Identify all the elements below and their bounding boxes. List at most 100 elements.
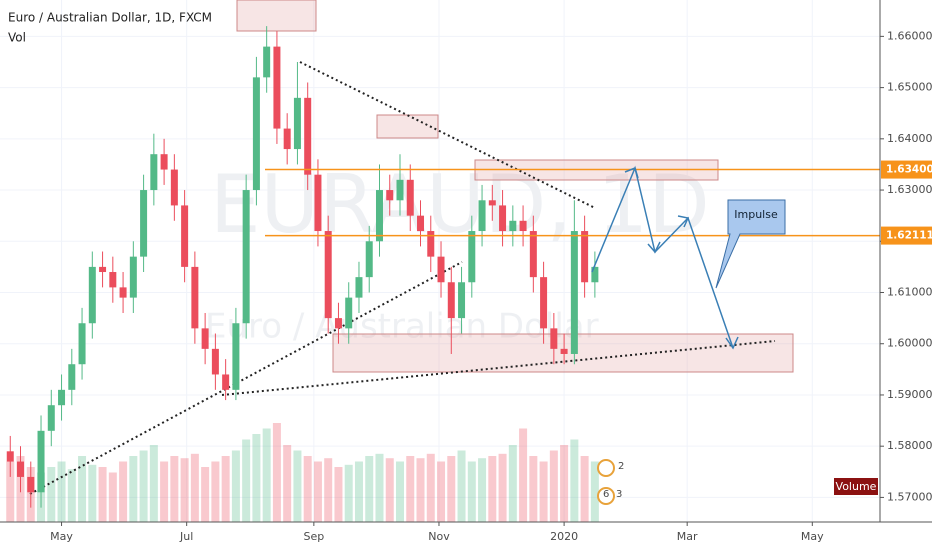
candle-body	[252, 77, 260, 191]
arrowhead	[725, 336, 739, 350]
volume-badge	[834, 478, 878, 495]
candle-body	[211, 348, 219, 375]
candle-body	[519, 220, 527, 232]
candle-body	[129, 256, 137, 298]
drawings	[236, 0, 794, 373]
candle-body	[78, 323, 86, 365]
volume-bar	[549, 450, 558, 522]
volume-bar	[488, 456, 497, 522]
level-badge	[881, 160, 932, 179]
candle-body	[263, 46, 271, 78]
levels	[265, 168, 880, 237]
y-tick-label: 1.64000	[887, 132, 932, 145]
volume-bar	[365, 456, 374, 522]
chart-subtitle: Vol	[8, 31, 26, 45]
volume-bar	[590, 461, 599, 522]
candle-body	[324, 231, 332, 319]
y-tick-label: 1.60000	[887, 337, 932, 350]
volume-bar	[78, 456, 87, 522]
watermark-subtitle: Euro / Australian Dollar	[205, 307, 599, 347]
y-tick-label: 1.57000	[887, 490, 932, 503]
event-icon	[597, 459, 615, 477]
candle-body	[509, 220, 517, 232]
volume-bar	[375, 453, 384, 522]
volume-badge-text: Volume	[836, 480, 877, 493]
candle-body	[191, 266, 199, 329]
candle-body	[529, 231, 537, 278]
trendlines	[29, 61, 776, 495]
candle-body	[314, 174, 322, 232]
candle-body	[468, 231, 476, 283]
candle-body	[160, 154, 168, 170]
candle-body	[447, 282, 455, 319]
candle-body	[17, 461, 25, 477]
volume-bar	[478, 458, 487, 522]
volume-bar	[334, 467, 343, 522]
volume-bar	[272, 423, 281, 522]
callout	[715, 199, 786, 289]
volume-bar	[293, 450, 302, 522]
level-label: 1.63400	[886, 164, 932, 176]
candle-body	[119, 287, 127, 298]
candle-body	[570, 231, 578, 354]
candle-body	[406, 179, 414, 216]
y-tick-label: 1.65000	[887, 81, 932, 94]
volume-bar	[560, 445, 569, 522]
candle-body	[68, 364, 76, 390]
volume-bar	[211, 461, 220, 522]
candle-body	[488, 200, 496, 206]
volume-bar	[201, 467, 210, 522]
level-badge	[881, 226, 932, 245]
candle-body	[396, 179, 404, 201]
candle-body	[181, 205, 189, 267]
y-tick-label: 1.58000	[887, 439, 932, 452]
volume-bar	[385, 458, 394, 522]
x-tick-label: Mar	[677, 530, 698, 543]
volume-bar	[221, 456, 230, 522]
volume-bar	[160, 461, 169, 522]
candle-body	[222, 374, 230, 390]
volume-bar	[508, 445, 517, 522]
candle-body	[345, 297, 353, 329]
chart-title: Euro / Australian Dollar, 1D, FXCM	[8, 11, 212, 25]
volume-bar	[519, 428, 528, 522]
volume-bar	[57, 461, 66, 522]
arrowhead	[624, 166, 639, 179]
candle-body	[550, 328, 558, 349]
x-tick-label: May	[801, 530, 824, 543]
x-tick-label: Sep	[303, 530, 324, 543]
candle-body	[581, 231, 589, 283]
volume-bar	[47, 467, 56, 522]
candle-body	[499, 205, 507, 232]
candle-body	[6, 451, 14, 462]
volume-bar	[303, 456, 312, 522]
candle-body	[140, 190, 148, 257]
volume-bar	[139, 450, 148, 522]
event-icon	[597, 487, 615, 505]
candle-body	[232, 323, 240, 390]
candle-body	[458, 282, 466, 319]
x-tick-label: 2020	[550, 530, 578, 543]
callout-text: Impulse	[734, 208, 778, 221]
volume-bar	[313, 461, 322, 522]
candle-body	[47, 405, 55, 431]
level-label: 1.62111	[886, 230, 932, 242]
volume-bar	[67, 469, 76, 522]
volume-bar	[580, 456, 589, 522]
volume-bar	[447, 456, 456, 522]
events: 2 6 3	[597, 459, 624, 505]
x-tick-label: May	[50, 530, 73, 543]
volume-bar	[396, 461, 404, 522]
axes: 1.570001.580001.590001.600001.610001.620…	[50, 29, 932, 543]
volume-bar	[354, 461, 363, 522]
event-label: 6	[603, 489, 609, 500]
candle-body	[27, 476, 35, 493]
candle-body	[293, 97, 301, 150]
candle-body	[375, 190, 383, 242]
zone	[376, 114, 439, 139]
candles	[6, 26, 599, 508]
y-tick-label: 1.66000	[887, 29, 932, 42]
candle-body	[170, 169, 178, 206]
price-axis	[880, 0, 932, 550]
volume-bar	[149, 445, 158, 522]
